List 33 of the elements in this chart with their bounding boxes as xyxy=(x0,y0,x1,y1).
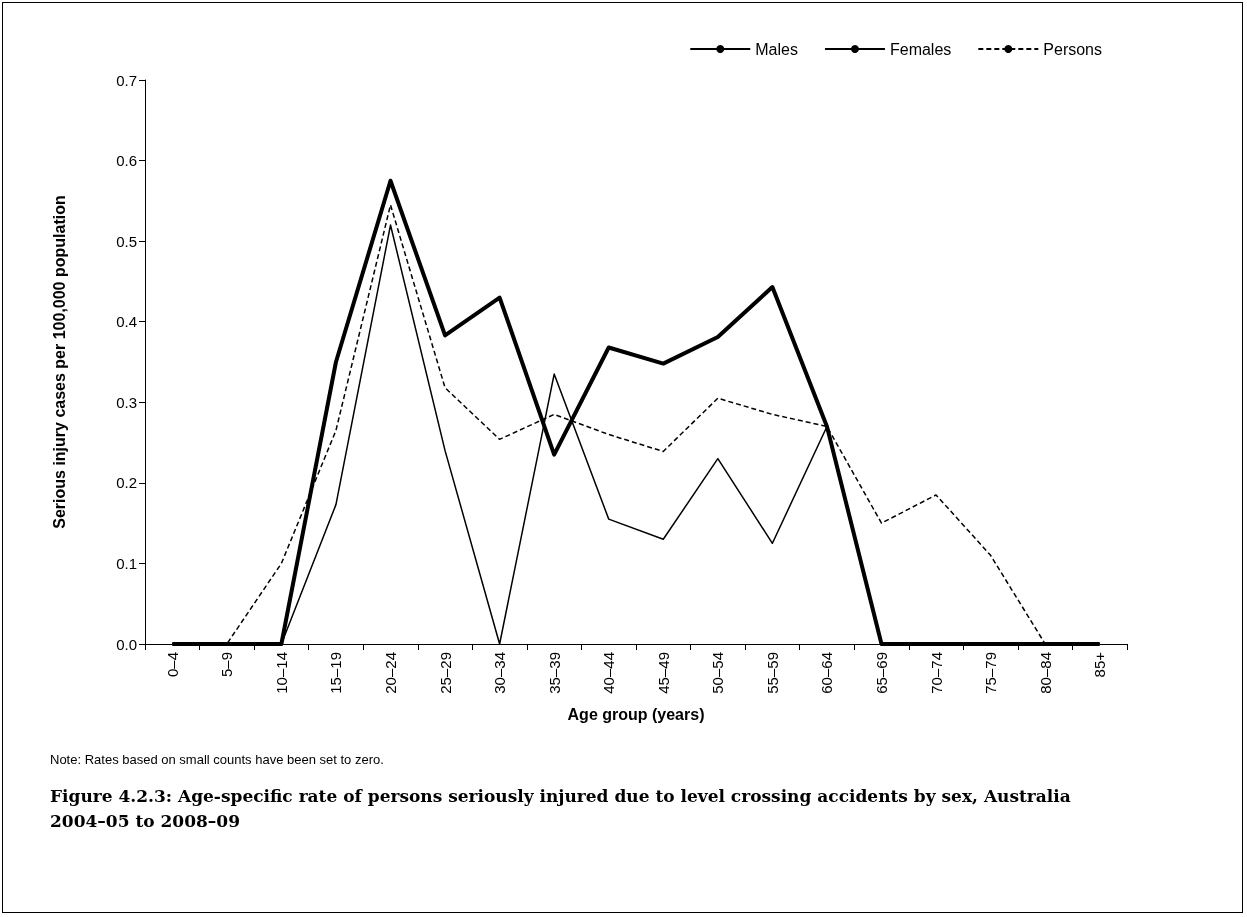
y-tick-label: 0.4 xyxy=(116,313,137,331)
y-tick-label: 0.2 xyxy=(116,474,137,492)
x-tick-label: 50–54 xyxy=(709,652,727,694)
y-tick-label: 0.0 xyxy=(116,635,137,653)
y-tick-label: 0.6 xyxy=(116,152,137,170)
x-tick-label: 65–69 xyxy=(873,652,890,694)
x-tick-label: 0–4 xyxy=(163,652,181,678)
legend-label: Persons xyxy=(1043,40,1103,58)
y-tick-label: 0.3 xyxy=(116,393,137,411)
text: Note: Rates based on small counts have been set to zero. xyxy=(50,752,384,767)
y-axis-title: Serious injury cases per 100,000 population xyxy=(50,195,68,529)
x-axis-title: Age group (years) xyxy=(567,705,705,723)
x-tick-label: 5–9 xyxy=(218,652,236,678)
legend-label: Males xyxy=(755,40,798,58)
x-tick-label: 45–49 xyxy=(654,652,672,694)
y-tick-label: 0.5 xyxy=(116,232,137,250)
x-tick-label: 60–64 xyxy=(818,652,836,694)
x-tick-label: 75–79 xyxy=(982,652,1000,694)
x-tick-label: 40–44 xyxy=(600,652,618,694)
x-tick-label: 80–84 xyxy=(1036,652,1054,694)
x-tick-label: 35–39 xyxy=(545,652,563,694)
x-tick-label: 10–14 xyxy=(272,652,290,694)
y-tick-label: 0.7 xyxy=(116,71,137,89)
y-tick-label: 0.1 xyxy=(116,554,137,572)
x-tick-label: 20–24 xyxy=(382,652,399,694)
legend-label: Females xyxy=(889,40,952,58)
x-tick-label: 85+ xyxy=(1091,651,1109,678)
x-tick-label: 25–29 xyxy=(436,652,454,694)
x-tick-label: 15–19 xyxy=(327,652,345,694)
x-tick-label: 55–59 xyxy=(763,652,781,694)
x-tick-label: 70–74 xyxy=(927,652,945,694)
text: Figure 4.2.3: Age-specific rate of persons seriously injured due to level crossing accidents by sex, Australia 2004–05 to 2008–09 xyxy=(50,785,1072,833)
x-tick-label: 30–34 xyxy=(491,652,509,694)
